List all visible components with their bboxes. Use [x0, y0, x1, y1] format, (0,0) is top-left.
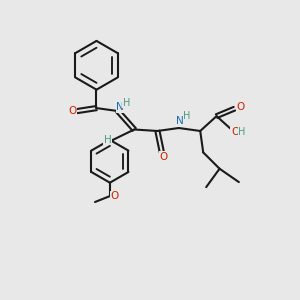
- Text: O: O: [231, 128, 239, 137]
- Text: N: N: [176, 116, 184, 127]
- Text: O: O: [159, 152, 167, 162]
- Text: H: H: [103, 135, 111, 145]
- Text: O: O: [237, 102, 245, 112]
- Text: N: N: [116, 103, 124, 112]
- Text: O: O: [110, 191, 118, 201]
- Text: H: H: [183, 111, 190, 121]
- Text: O: O: [69, 106, 77, 116]
- Text: H: H: [122, 98, 130, 108]
- Text: H: H: [238, 128, 245, 137]
